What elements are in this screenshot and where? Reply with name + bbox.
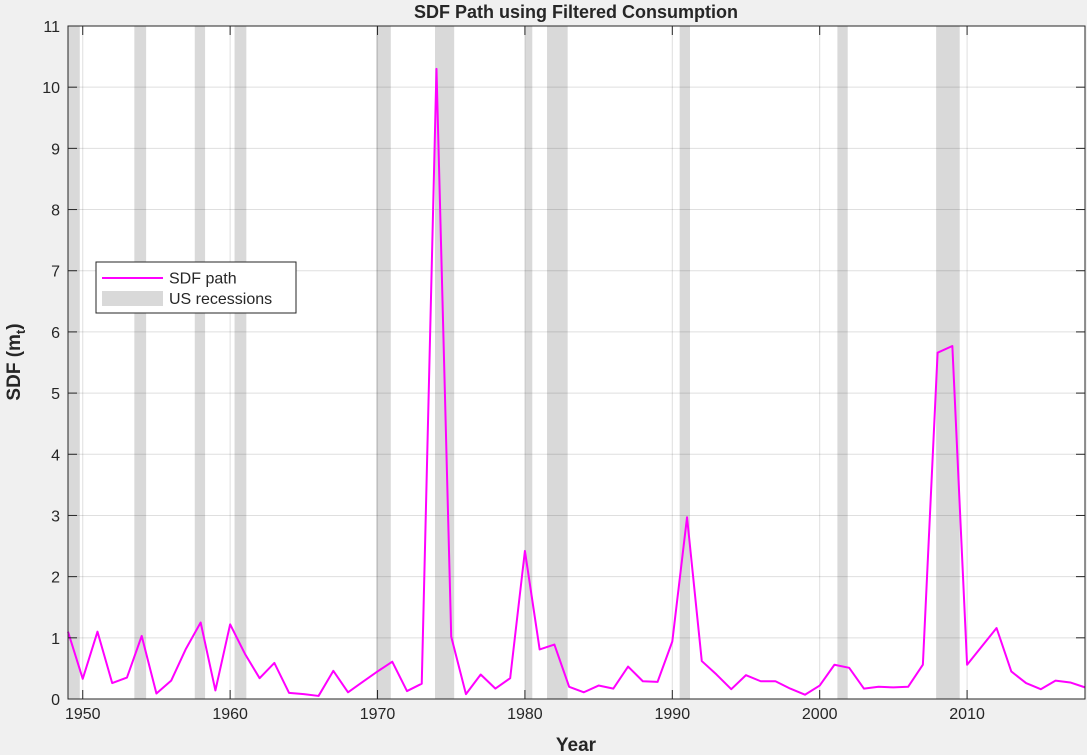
legend-label-sdf-path: SDF path xyxy=(169,271,237,288)
x-tick-label-2000: 2000 xyxy=(802,706,838,723)
recession-band-2 xyxy=(194,26,206,699)
y-tick-label-2: 2 xyxy=(51,570,60,587)
x-tick-label-1950: 1950 xyxy=(65,706,101,723)
recession-band-6 xyxy=(524,26,533,699)
sdf-path-series xyxy=(67,67,1086,697)
recession-band-10 xyxy=(936,26,960,699)
y-tick-label-7: 7 xyxy=(51,264,60,281)
plot-frame xyxy=(67,25,1086,700)
recession-band-1 xyxy=(134,26,147,699)
y-axis-label: SDF (mt) xyxy=(4,323,28,400)
recession-band-4 xyxy=(376,26,391,699)
y-tick-label-9: 9 xyxy=(51,141,60,158)
recession-band-3 xyxy=(234,26,247,699)
y-tick-label-10: 10 xyxy=(42,80,60,97)
y-tick-label-0: 0 xyxy=(51,692,60,709)
legend-label-us-recessions: US recessions xyxy=(169,291,272,308)
legend: SDF path US recessions xyxy=(95,261,297,314)
y-tick-label-3: 3 xyxy=(51,508,60,525)
axis-ticks: 1950 1960 1970 1980 1990 2000 2010 0 1 2 3 4 5 6 7 8 9 10… xyxy=(42,19,1085,723)
legend-swatch-recessions xyxy=(102,291,163,306)
recession-band-0 xyxy=(68,26,80,699)
x-tick-label-1990: 1990 xyxy=(655,706,691,723)
sdf-path-line xyxy=(67,67,1086,697)
x-tick-label-1970: 1970 xyxy=(360,706,396,723)
y-axis-label-subscript: t xyxy=(13,329,28,334)
plot-area xyxy=(68,26,1085,699)
y-tick-label-8: 8 xyxy=(51,203,60,220)
recession-band-8 xyxy=(679,26,690,699)
recession-band-7 xyxy=(547,26,568,699)
recession-band-9 xyxy=(837,26,848,699)
y-tick-label-5: 5 xyxy=(51,386,60,403)
recession-bands xyxy=(68,26,960,699)
y-tick-label-6: 6 xyxy=(51,325,60,342)
y-axis-label-main: SDF (m xyxy=(4,334,25,401)
y-tick-label-1: 1 xyxy=(51,631,60,648)
x-axis-label: Year xyxy=(556,735,597,755)
y-tick-label-11: 11 xyxy=(43,19,60,36)
x-tick-label-1960: 1960 xyxy=(212,706,248,723)
x-tick-label-2010: 2010 xyxy=(949,706,985,723)
x-tick-label-1980: 1980 xyxy=(507,706,543,723)
y-axis-label-close: ) xyxy=(4,323,25,329)
chart-title: SDF Path using Filtered Consumption xyxy=(414,2,738,22)
y-tick-label-4: 4 xyxy=(51,447,60,464)
